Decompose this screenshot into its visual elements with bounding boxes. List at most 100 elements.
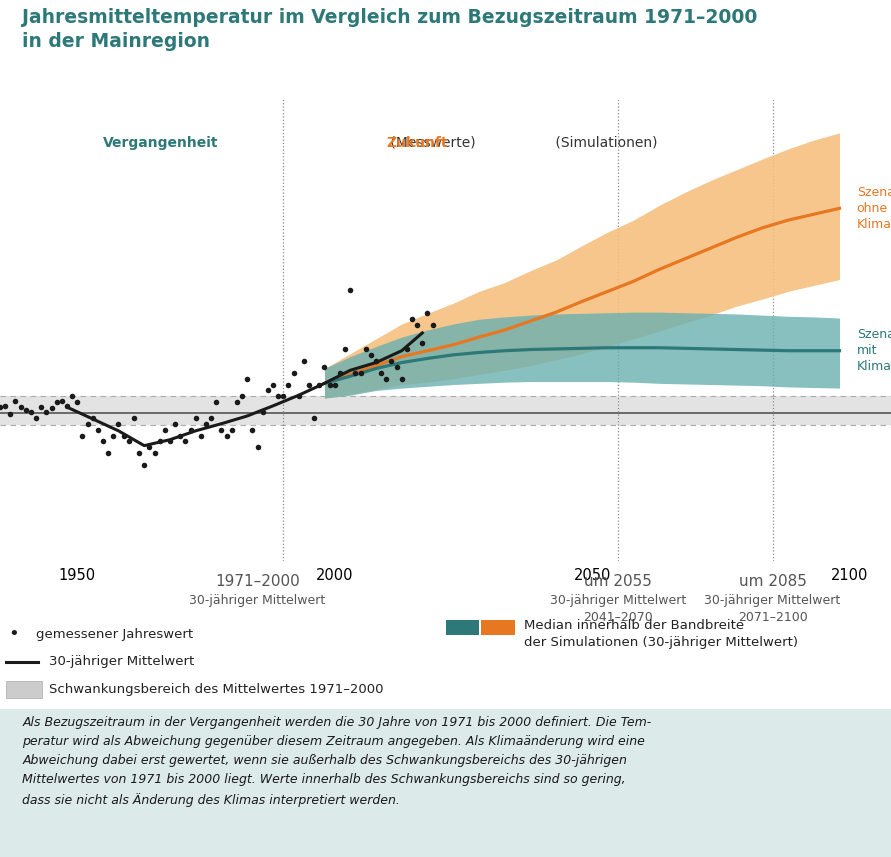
Point	[111, 417, 126, 430]
Point	[426, 318, 440, 332]
Text: um 2055: um 2055	[584, 574, 652, 590]
Point	[143, 440, 157, 454]
Point	[29, 411, 43, 424]
Point	[219, 428, 233, 442]
Text: 30-jähriger Mittelwert: 30-jähriger Mittelwert	[190, 594, 325, 607]
Point	[75, 428, 89, 442]
Text: Szenario
ohne
Klimaschutz: Szenario ohne Klimaschutz	[857, 186, 891, 231]
Point	[209, 395, 224, 409]
Point	[158, 423, 172, 436]
Text: 1971–2000: 1971–2000	[215, 574, 300, 590]
Point	[189, 411, 203, 424]
Point	[0, 399, 12, 413]
Point	[240, 372, 254, 386]
Text: 2071–2100: 2071–2100	[738, 611, 807, 624]
Point	[380, 372, 394, 386]
Point	[4, 407, 18, 421]
Point	[50, 395, 64, 409]
Point	[193, 428, 208, 442]
Text: (Simulationen): (Simulationen)	[551, 135, 658, 150]
Text: um 2085: um 2085	[739, 574, 806, 590]
Point	[8, 394, 22, 408]
Point	[312, 378, 326, 392]
Point	[266, 378, 280, 392]
Point	[328, 378, 342, 392]
Point	[261, 384, 275, 398]
Point	[19, 403, 33, 417]
Point	[302, 378, 316, 392]
Point	[250, 440, 265, 454]
Point	[91, 423, 105, 436]
Point	[291, 390, 306, 404]
Point	[137, 458, 151, 472]
Point	[415, 336, 429, 350]
Point	[317, 360, 331, 374]
Point	[204, 411, 218, 424]
Point	[389, 360, 404, 374]
Point	[333, 366, 347, 380]
Point	[225, 423, 239, 436]
Point	[24, 405, 38, 419]
Point	[343, 283, 357, 297]
Point	[235, 390, 249, 404]
Bar	[0, 396, 891, 425]
Point	[163, 434, 177, 448]
Point	[421, 307, 435, 321]
Text: gemessener Jahreswert: gemessener Jahreswert	[36, 627, 192, 641]
Point	[122, 434, 136, 448]
Point	[152, 434, 167, 448]
Point	[45, 401, 59, 415]
Point	[168, 417, 183, 430]
Point	[0, 400, 7, 414]
Point	[39, 405, 53, 419]
Point	[323, 378, 337, 392]
Point	[348, 366, 363, 380]
Point	[132, 446, 146, 460]
Point	[354, 366, 368, 380]
Text: Jahresmitteltemperatur im Vergleich zum Bezugszeitraum 1971–2000
in der Mainregi: Jahresmitteltemperatur im Vergleich zum …	[22, 8, 757, 51]
Point	[117, 428, 131, 442]
Point	[286, 366, 300, 380]
Point	[86, 411, 100, 424]
Point	[230, 395, 244, 409]
Point	[80, 417, 94, 430]
Point	[405, 313, 419, 327]
Point	[271, 390, 285, 404]
Text: Als Bezugszeitraum in der Vergangenheit werden die 30 Jahre von 1971 bis 2000 de: Als Bezugszeitraum in der Vergangenheit …	[22, 716, 651, 806]
Point	[400, 342, 414, 356]
Point	[96, 434, 110, 448]
Point	[297, 354, 311, 368]
Text: Szenario
mit
Klimaschutz: Szenario mit Klimaschutz	[857, 328, 891, 373]
Point	[199, 417, 213, 430]
Point	[384, 354, 398, 368]
Point	[13, 400, 28, 414]
Point	[410, 318, 424, 332]
Point	[395, 372, 409, 386]
Point	[369, 354, 383, 368]
Point	[34, 400, 48, 414]
Point	[282, 378, 296, 392]
Point	[127, 411, 141, 424]
Text: •: •	[8, 625, 19, 644]
Point	[101, 446, 115, 460]
Point	[178, 434, 192, 448]
Text: 30-jähriger Mittelwert: 30-jähriger Mittelwert	[49, 655, 194, 668]
Point	[358, 342, 372, 356]
Point	[374, 366, 388, 380]
Point	[147, 446, 161, 460]
Point	[54, 394, 69, 408]
Text: Vergangenheit: Vergangenheit	[103, 135, 218, 150]
Point	[65, 390, 79, 404]
Point	[70, 395, 85, 409]
Text: 30-jähriger Mittelwert: 30-jähriger Mittelwert	[705, 594, 841, 607]
Point	[173, 428, 187, 442]
Point	[215, 423, 229, 436]
Text: 2041–2070: 2041–2070	[584, 611, 653, 624]
Point	[60, 399, 74, 413]
Point	[307, 411, 322, 424]
Point	[338, 342, 352, 356]
Point	[256, 405, 270, 419]
Point	[364, 348, 378, 362]
Text: (Messwerte): (Messwerte)	[387, 135, 476, 150]
Point	[106, 428, 120, 442]
